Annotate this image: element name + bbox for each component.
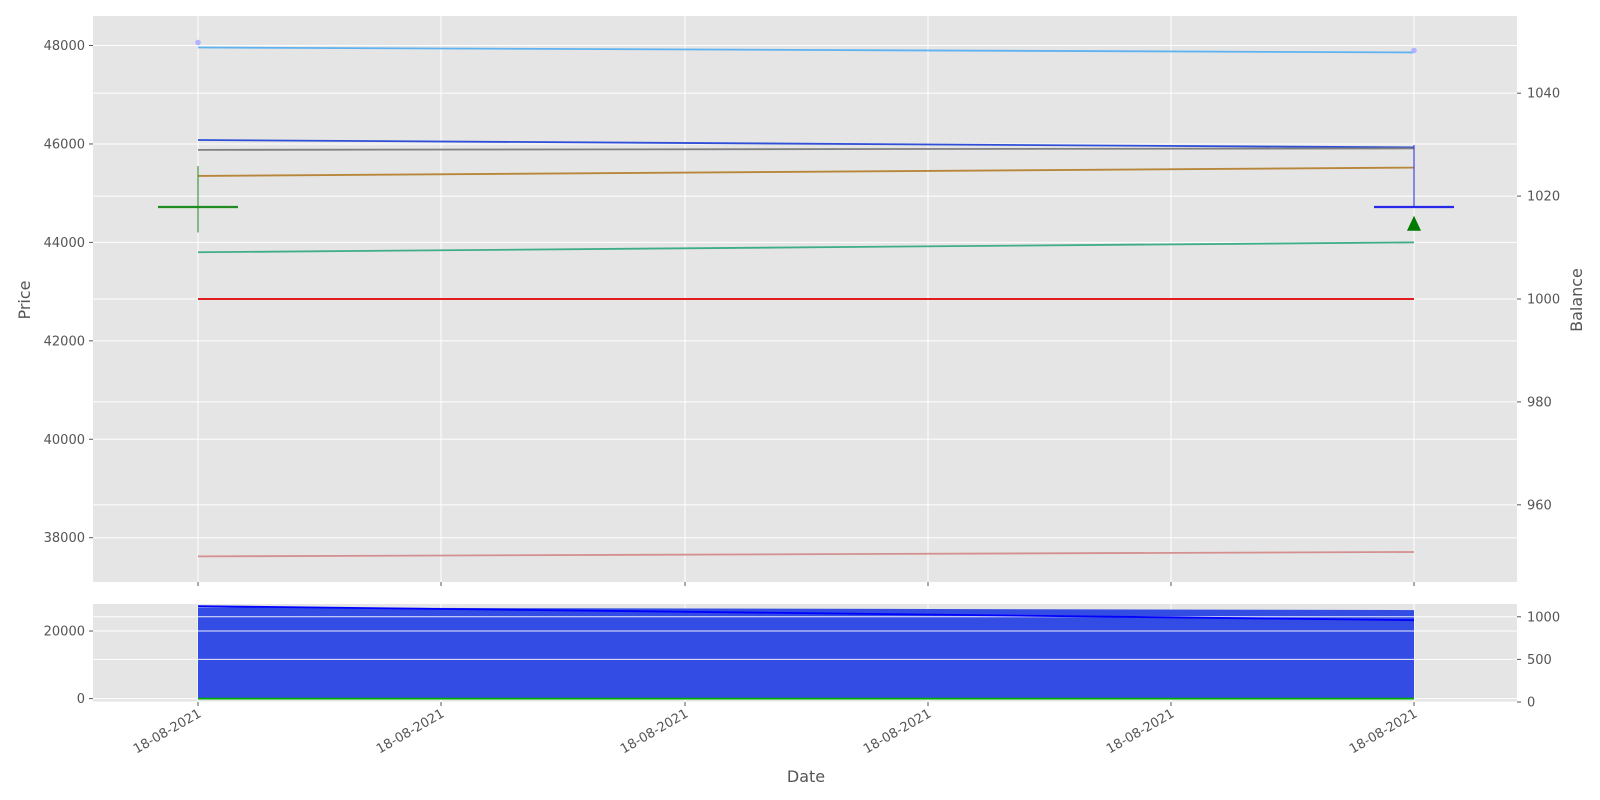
- price-y-axis-title: Price: [15, 280, 34, 319]
- price-y-tick-label: 42000: [44, 334, 85, 349]
- x-axis-title: Date: [787, 767, 825, 786]
- price-y-tick-label: 44000: [44, 236, 85, 251]
- volume-y-ticks: 0 20000: [44, 625, 93, 707]
- price-y2-ticks: 960 980 1000 1020 1040: [1517, 87, 1560, 513]
- series-line-dark-blue-line: [197, 139, 1415, 149]
- volume-y2-tick-label: 1000: [1527, 610, 1560, 625]
- balance-y-tick-label: 1000: [1527, 293, 1560, 308]
- series-line-gray-line: [197, 147, 1415, 151]
- balance-y-tick-label: 1040: [1527, 87, 1560, 102]
- volume-y-tick-label: 20000: [44, 625, 85, 640]
- marker-start-dot: [195, 39, 201, 46]
- balance-y-tick-label: 960: [1527, 498, 1552, 513]
- price-y-tick-label: 46000: [44, 137, 85, 152]
- volume-y2-ticks: 0 500 1000: [1517, 610, 1560, 711]
- volume-area: [198, 607, 1414, 699]
- marker-end-dot: [1411, 47, 1417, 54]
- price-y-tick-label: 40000: [44, 433, 85, 448]
- price-y-tick-label: 48000: [44, 39, 85, 54]
- x-tick-label: 18-08-2021: [131, 706, 204, 757]
- x-tick-label: 18-08-2021: [374, 706, 447, 757]
- x-tick-label: 18-08-2021: [618, 706, 691, 757]
- price-y-tick-label: 38000: [44, 531, 85, 546]
- price-y-ticks: 38000 40000 42000 44000 46000 48000: [44, 39, 93, 546]
- volume-y2-tick-label: 0: [1527, 696, 1535, 711]
- volume-y2-tick-label: 500: [1527, 653, 1552, 668]
- balance-y-tick-label: 980: [1527, 395, 1552, 410]
- x-tick-label: 18-08-2021: [861, 706, 934, 757]
- volume-y-tick-label: 0: [77, 692, 85, 707]
- x-tick-label: 18-08-2021: [1347, 706, 1420, 757]
- series-line-brown-line: [197, 166, 1415, 177]
- x-tick-label: 18-08-2021: [1104, 706, 1177, 757]
- balance-y-tick-label: 1020: [1527, 190, 1560, 205]
- balance-y-axis-title: Balance: [1567, 268, 1586, 332]
- volume-plot: [197, 605, 1415, 700]
- series-line-teal-line: [197, 241, 1415, 254]
- price-plot: [158, 39, 1454, 558]
- buy-marker-triangle: [1407, 215, 1421, 231]
- series-line-light-blue-line: [197, 46, 1415, 54]
- series-line-pink-line: [197, 551, 1415, 558]
- volume-balance-line: [197, 605, 1415, 622]
